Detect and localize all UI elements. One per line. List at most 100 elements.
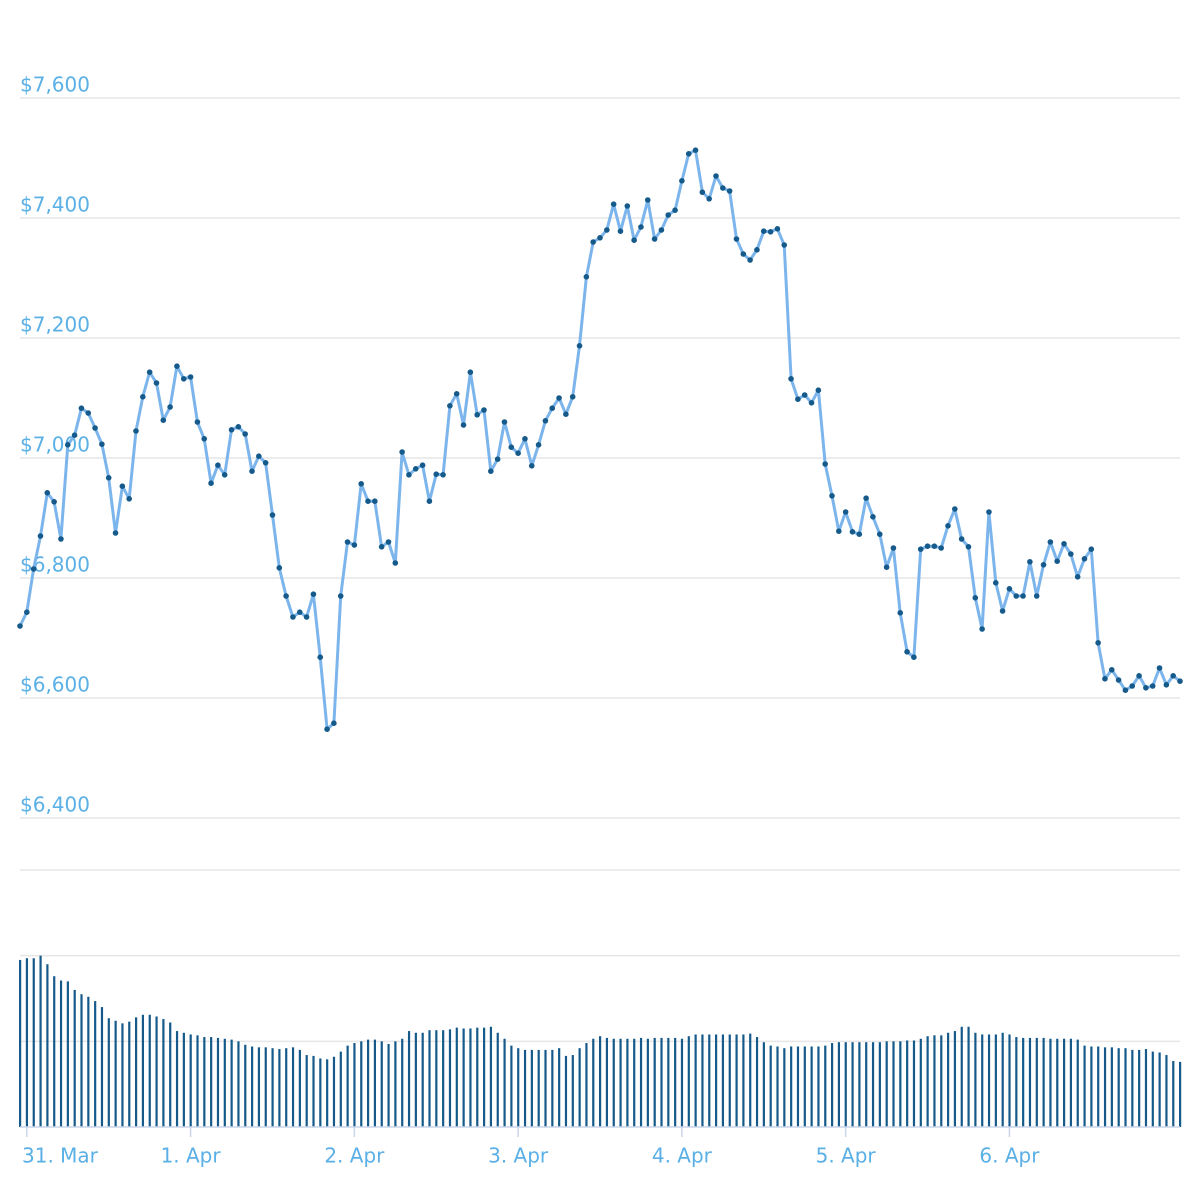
price-point [24, 609, 30, 615]
volume-bar [59, 980, 63, 1127]
price-point [965, 544, 972, 550]
volume-bar [674, 1037, 677, 1127]
volume-bar [203, 1037, 206, 1127]
price-point [208, 480, 214, 487]
volume-bar [210, 1037, 213, 1127]
volume-bar [564, 1055, 568, 1127]
price-point [508, 444, 515, 451]
price-point [112, 530, 119, 536]
price-point [440, 472, 446, 478]
volume-bar [100, 1007, 104, 1127]
price-point [576, 343, 583, 349]
price-point [133, 428, 139, 434]
volume-bar [865, 1042, 868, 1127]
volume-bar [332, 1056, 336, 1127]
volume-bar [878, 1042, 881, 1127]
volume-bar [810, 1046, 813, 1127]
price-point [1074, 574, 1081, 580]
volume-bar [721, 1034, 725, 1127]
volume-bar [1172, 1061, 1175, 1127]
volume-bar [851, 1042, 854, 1127]
volume-bar [237, 1041, 240, 1127]
price-point [515, 450, 521, 457]
volume-bar [585, 1043, 588, 1127]
price-point [1122, 687, 1129, 693]
price-point [1115, 677, 1122, 683]
volume-bar [667, 1037, 670, 1127]
volume-bar [285, 1048, 288, 1127]
price-point [911, 654, 917, 660]
volume-bar [39, 955, 42, 1127]
price-point [303, 614, 310, 620]
price-point [460, 422, 467, 428]
volume-bar [155, 1016, 158, 1127]
price-point [1143, 685, 1149, 691]
volume-bar [1022, 1037, 1025, 1127]
volume-bar [912, 1040, 916, 1127]
volume-bar [1117, 1048, 1120, 1127]
volume-bar [987, 1034, 991, 1127]
price-point [419, 462, 426, 469]
price-point [290, 614, 296, 620]
volume-bar [1049, 1038, 1052, 1127]
price-point [296, 609, 303, 615]
price-point [897, 610, 904, 616]
volume-bar [483, 1027, 486, 1127]
price-point [979, 626, 985, 632]
volume-bar [1042, 1037, 1045, 1127]
price-point [201, 436, 208, 442]
volume-bar [271, 1048, 274, 1127]
volume-bar [571, 1055, 574, 1127]
volume-bar [251, 1046, 254, 1127]
volume-bar [73, 989, 76, 1127]
price-point [256, 453, 262, 460]
volume-bar [182, 1032, 185, 1127]
x-tick-label: 4. Apr [652, 1144, 713, 1168]
volume-bar [1035, 1037, 1038, 1127]
volume-bar [947, 1032, 950, 1127]
price-point [51, 499, 57, 505]
volume-bar [291, 1047, 295, 1127]
price-point [385, 539, 392, 545]
volume-bar [373, 1039, 377, 1127]
price-point [180, 376, 187, 382]
price-point [883, 564, 890, 570]
volume-bar [824, 1045, 827, 1127]
price-point [283, 593, 289, 599]
volume-bar [1056, 1038, 1059, 1127]
volume-bar [639, 1037, 643, 1127]
price-point [999, 608, 1006, 614]
price-point [692, 147, 699, 153]
volume-bar [1158, 1052, 1161, 1127]
price-point [153, 380, 160, 386]
volume-bar [196, 1035, 199, 1127]
volume-bar [380, 1041, 383, 1127]
price-point [685, 151, 692, 157]
price-point [1081, 556, 1088, 562]
volume-bar [319, 1058, 322, 1127]
volume-bar [148, 1014, 151, 1127]
volume-bar [216, 1037, 220, 1127]
price-point [842, 509, 849, 515]
volume-bar [114, 1020, 117, 1127]
price-point [1054, 558, 1060, 564]
price-point [344, 539, 351, 545]
volume-bar [517, 1048, 520, 1127]
price-point [829, 493, 835, 499]
volume-bar [87, 996, 90, 1127]
price-point [467, 369, 474, 376]
volume-bar [510, 1045, 513, 1127]
price-point [44, 490, 51, 496]
price-point [269, 512, 276, 518]
volume-bar [749, 1033, 752, 1127]
price-point [426, 498, 433, 505]
price-point [822, 461, 828, 467]
volume-bar [257, 1047, 261, 1127]
price-point [58, 536, 64, 542]
volume-bar [858, 1042, 861, 1127]
volume-bar [735, 1034, 738, 1127]
price-point [815, 387, 822, 394]
price-point [351, 542, 358, 548]
volume-bar [162, 1019, 165, 1127]
volume-bar [783, 1048, 786, 1127]
